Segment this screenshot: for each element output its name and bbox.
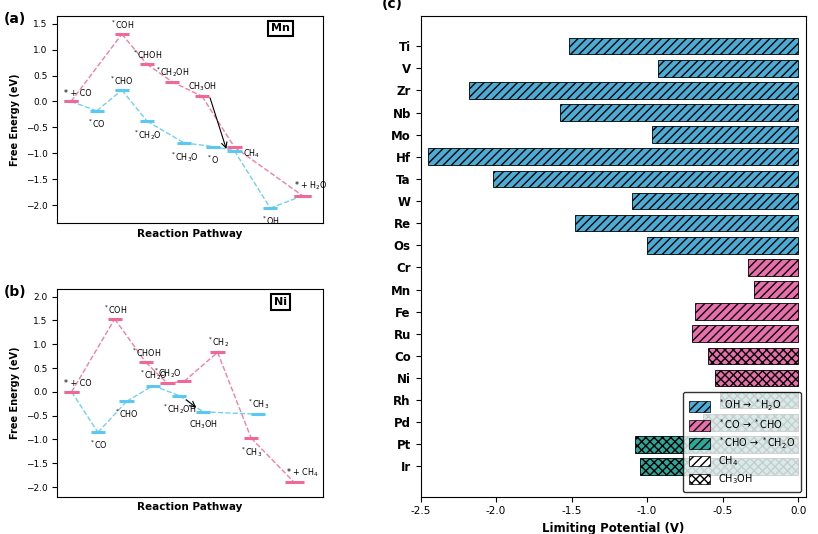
Text: $^*$CHOH: $^*$CHOH (131, 347, 161, 359)
Text: $^*$CH$_2$OH: $^*$CH$_2$OH (162, 402, 196, 416)
Text: $^*$CH$_2$O: $^*$CH$_2$O (153, 366, 182, 380)
Text: * + CO: * + CO (65, 89, 92, 98)
Text: $^*$CHO: $^*$CHO (110, 75, 134, 87)
Bar (754, 281, 798, 298)
Bar (693, 325, 798, 342)
Bar (720, 392, 798, 409)
Text: $^*$CH$_3$: $^*$CH$_3$ (247, 397, 269, 411)
Y-axis label: Free Energy (eV): Free Energy (eV) (10, 347, 20, 439)
Text: * + CO: * + CO (65, 379, 92, 388)
Bar (652, 127, 798, 143)
Bar (635, 436, 798, 453)
Text: $^*$CH$_2$O: $^*$CH$_2$O (133, 128, 161, 142)
Bar (560, 104, 798, 121)
Text: $^*$CH$_2$: $^*$CH$_2$ (207, 335, 228, 349)
Text: Mn: Mn (271, 23, 290, 34)
X-axis label: Reaction Pathway: Reaction Pathway (137, 502, 243, 512)
Text: $^*$CH$_3$: $^*$CH$_3$ (240, 445, 263, 459)
Text: (b): (b) (4, 285, 27, 300)
Text: $^*$COH: $^*$COH (110, 19, 134, 31)
Text: CH$_4$: CH$_4$ (243, 147, 259, 160)
Text: * + H$_2$O: * + H$_2$O (294, 179, 328, 192)
Text: CH$_3$OH: CH$_3$OH (187, 81, 217, 93)
Text: $^*$CH$_2$OH: $^*$CH$_2$OH (155, 65, 189, 78)
Text: * + CH$_4$: * + CH$_4$ (285, 467, 318, 479)
Text: $^*$OH: $^*$OH (261, 215, 280, 227)
Bar (708, 348, 798, 364)
Bar (469, 82, 798, 99)
Bar (715, 370, 798, 386)
Text: $^*$CH$_3$O: $^*$CH$_3$O (170, 150, 199, 164)
Bar (647, 237, 798, 254)
Bar (695, 303, 798, 320)
Text: $^*$CH$_2$O: $^*$CH$_2$O (138, 368, 168, 382)
X-axis label: Reaction Pathway: Reaction Pathway (137, 229, 243, 239)
X-axis label: Limiting Potential (V): Limiting Potential (V) (542, 522, 685, 534)
Bar (569, 38, 798, 54)
Bar (493, 170, 798, 187)
Text: (a): (a) (4, 12, 26, 26)
Text: $^*$CO: $^*$CO (88, 439, 107, 451)
Text: $^*$COH: $^*$COH (102, 303, 127, 316)
Bar (658, 60, 798, 76)
Text: $^*$O: $^*$O (206, 154, 219, 166)
Bar (632, 193, 798, 209)
Text: $^*$CO: $^*$CO (88, 118, 106, 130)
Text: Ni: Ni (274, 297, 287, 307)
Bar (748, 259, 798, 276)
Bar (574, 215, 798, 231)
Text: $^*$CHOH: $^*$CHOH (132, 49, 162, 61)
Legend: $^*$OH → $^*$H$_2$O, $^*$CO → $^*$CHO, $^*$CHO → $^*$CH$_2$O, CH$_4$, CH$_3$OH: $^*$OH → $^*$H$_2$O, $^*$CO → $^*$CHO, $… (683, 392, 801, 492)
Y-axis label: Free Energy (eV): Free Energy (eV) (10, 73, 20, 166)
Text: $^*$CHO: $^*$CHO (115, 408, 139, 420)
Text: CH$_3$OH: CH$_3$OH (189, 419, 218, 431)
Bar (428, 148, 798, 165)
Text: (c): (c) (382, 0, 403, 11)
Bar (640, 458, 798, 475)
Bar (703, 414, 798, 430)
